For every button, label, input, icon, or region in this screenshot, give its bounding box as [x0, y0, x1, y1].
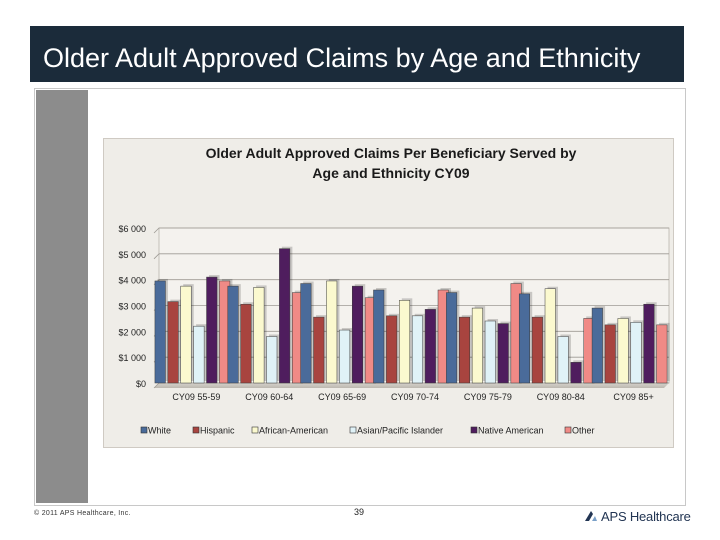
bar	[193, 325, 205, 384]
bar	[557, 336, 569, 384]
legend-swatch	[192, 426, 200, 434]
bar	[240, 303, 252, 384]
bar	[227, 285, 239, 384]
bar	[253, 287, 265, 384]
bar	[424, 309, 436, 384]
bar	[643, 303, 655, 384]
y-tick-label: $1 000	[118, 353, 146, 363]
legend-label: Hispanic	[200, 426, 235, 436]
bar	[351, 285, 363, 384]
bar	[617, 318, 629, 384]
legend-swatch	[470, 426, 478, 434]
legend-label: Native American	[478, 426, 544, 436]
bar	[373, 289, 385, 384]
y-tick-label: $4 000	[118, 276, 146, 286]
bar	[399, 300, 411, 384]
bar	[167, 301, 179, 384]
bar	[313, 316, 325, 384]
x-tick-label: CY09 85+	[613, 392, 653, 402]
bar	[630, 322, 642, 384]
y-tick-label: $3 000	[118, 302, 146, 312]
x-tick-label: CY09 55-59	[172, 392, 220, 402]
left-decorative-strip	[36, 90, 88, 503]
bar	[326, 280, 338, 384]
bar	[471, 307, 483, 384]
bar	[446, 292, 458, 384]
bar	[544, 288, 556, 384]
bar-chart: Older Adult Approved Claims Per Benefici…	[118, 145, 670, 436]
bar	[484, 320, 496, 384]
slide-title: Older Adult Approved Claims by Age and E…	[30, 26, 684, 82]
bar	[656, 324, 668, 384]
bar	[266, 336, 278, 384]
bar	[518, 293, 530, 384]
bar	[604, 324, 616, 384]
bar	[386, 315, 398, 384]
bar	[411, 315, 423, 384]
chart-title-line-1: Older Adult Approved Claims Per Benefici…	[206, 145, 577, 161]
aps-logo: APS Healthcare	[583, 508, 691, 524]
legend-swatch	[349, 426, 357, 434]
x-tick-label: CY09 75-79	[464, 392, 512, 402]
bar	[339, 329, 351, 384]
gridline-depth	[153, 253, 160, 260]
x-tick-label: CY09 65-69	[318, 392, 366, 402]
gridline-depth	[153, 382, 160, 389]
legend-label: Other	[572, 426, 595, 436]
plot-floor	[154, 383, 669, 388]
page-number: 39	[354, 507, 365, 517]
bar	[459, 316, 471, 384]
legend-label: African-American	[259, 426, 328, 436]
bar	[570, 362, 582, 384]
y-tick-label: $2 000	[118, 327, 146, 337]
logo-text: APS Healthcare	[601, 508, 691, 524]
chart-panel: Older Adult Approved Claims Per Benefici…	[103, 138, 674, 448]
y-tick-label: $0	[136, 379, 146, 389]
aps-logo-icon	[585, 511, 597, 521]
bar	[154, 280, 166, 384]
bar	[206, 276, 218, 384]
legend-label: Asian/Pacific Islander	[357, 426, 443, 436]
x-tick-label: CY09 80-84	[537, 392, 585, 402]
legend-swatch	[140, 426, 148, 434]
bar	[300, 283, 312, 384]
y-tick-label: $5 000	[118, 250, 146, 260]
legend-label: White	[148, 426, 171, 436]
bar	[180, 285, 192, 384]
bar	[279, 248, 291, 384]
bar	[591, 307, 603, 384]
y-tick-label: $6 000	[118, 224, 146, 234]
legend-swatch	[564, 426, 572, 434]
gridline-depth	[153, 227, 160, 234]
bar	[497, 323, 509, 384]
x-tick-label: CY09 70-74	[391, 392, 439, 402]
bar	[531, 316, 543, 384]
legend-swatch	[251, 426, 259, 434]
chart-title-line-2: Age and Ethnicity CY09	[312, 165, 469, 181]
content-frame	[34, 88, 686, 506]
footer-copyright: © 2011 APS Healthcare, Inc.	[34, 510, 131, 517]
x-tick-label: CY09 60-64	[245, 392, 293, 402]
